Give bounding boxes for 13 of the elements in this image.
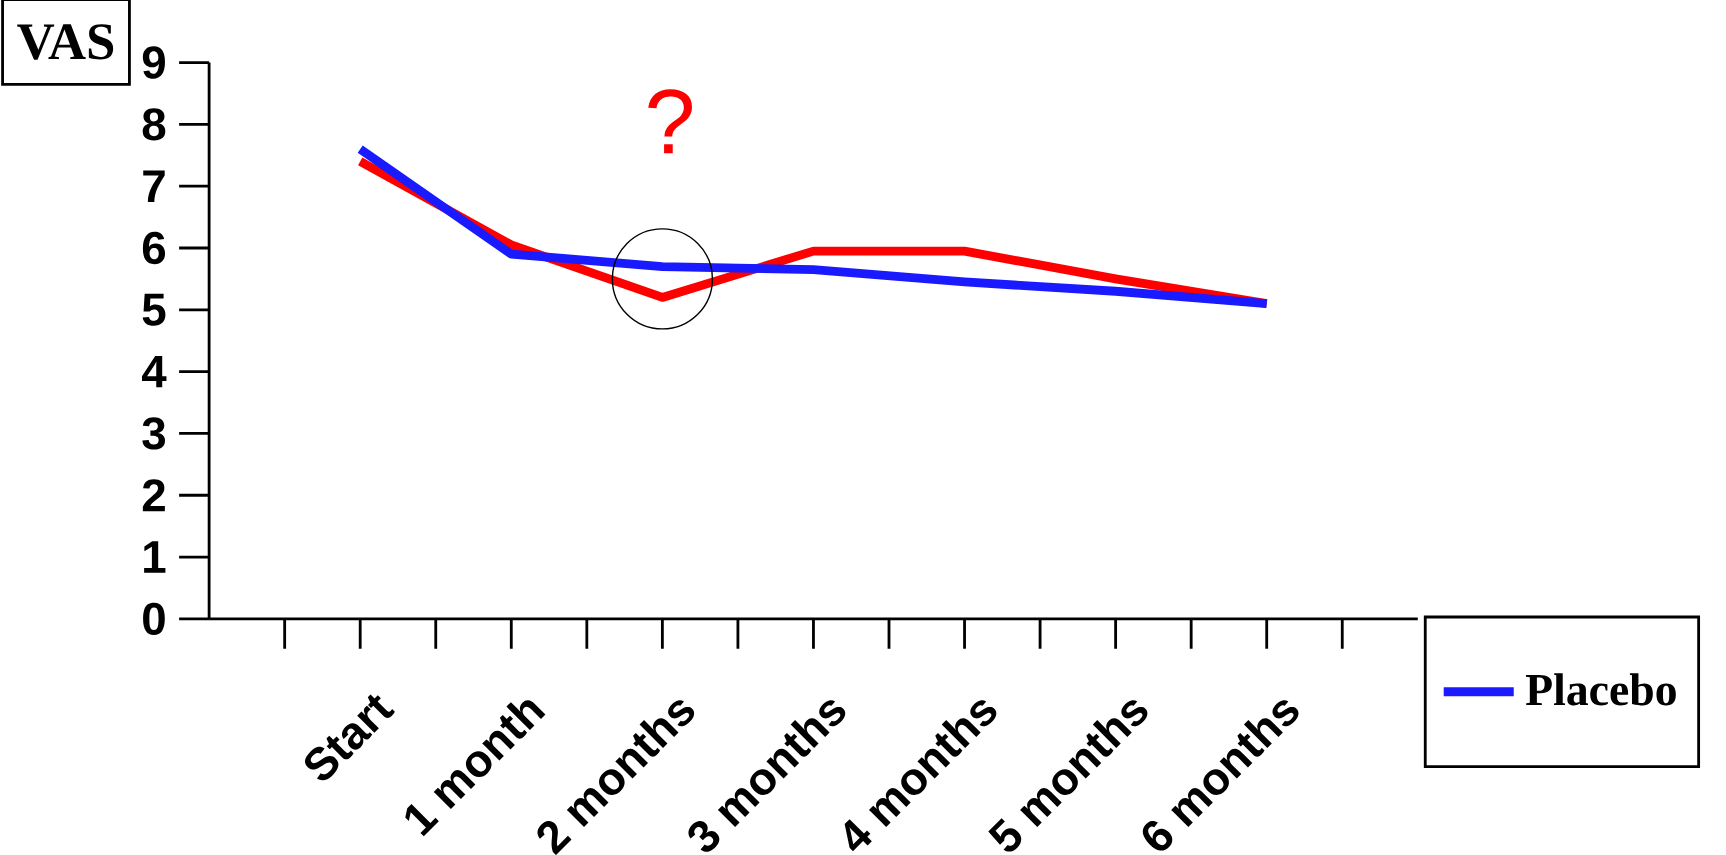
y-tick-label: 4 — [141, 355, 167, 388]
y-tick-label: 2 — [142, 479, 165, 512]
y-tick-label: 6 — [142, 231, 166, 265]
y-tick-label: 9 — [142, 46, 165, 79]
y-tick-label: 3 — [142, 417, 166, 450]
legend-label: Placebo — [1525, 673, 1676, 706]
y-tick-label: 8 — [142, 108, 166, 141]
y-tick-label: 1 — [144, 541, 166, 573]
annotation: ? — [648, 89, 692, 154]
y-tick-label: 5 — [142, 293, 166, 326]
y-axis-title: VAS — [17, 24, 114, 60]
y-tick-label: 7 — [143, 170, 165, 202]
y-tick-label: 0 — [143, 602, 165, 636]
